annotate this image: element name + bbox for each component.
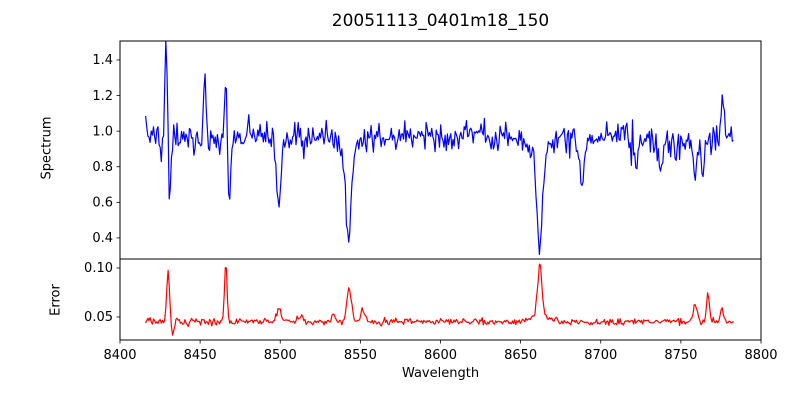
y-tick-label: 1.4 (92, 53, 113, 68)
y-tick-label: 1.0 (92, 124, 113, 139)
y-tick-label: 0.4 (92, 231, 113, 246)
x-tick-label: 8400 (103, 348, 136, 363)
x-tick-label: 8650 (504, 348, 537, 363)
spectrum-line (145, 41, 734, 255)
chart-title: 20051113_0401m18_150 (331, 11, 550, 31)
error-y-axis-label: Error (48, 284, 64, 316)
y-tick-label: 0.8 (92, 160, 113, 175)
y-tick-label: 0.05 (84, 310, 113, 325)
y-tick-label: 0.10 (84, 261, 113, 276)
x-tick-label: 8700 (584, 348, 617, 363)
x-tick-label: 8750 (664, 348, 697, 363)
x-axis-label: Wavelength (401, 366, 480, 381)
y-tick-label: 0.6 (92, 196, 113, 211)
y-tick-label: 1.2 (92, 89, 113, 104)
x-tick-label: 8800 (744, 348, 777, 363)
x-tick-label: 8450 (184, 348, 217, 363)
error-line (145, 263, 734, 336)
spectrum-y-axis-label: Spectrum (39, 116, 55, 180)
x-tick-label: 8550 (344, 348, 377, 363)
x-tick-label: 8600 (424, 348, 457, 363)
x-tick-label: 8500 (264, 348, 297, 363)
